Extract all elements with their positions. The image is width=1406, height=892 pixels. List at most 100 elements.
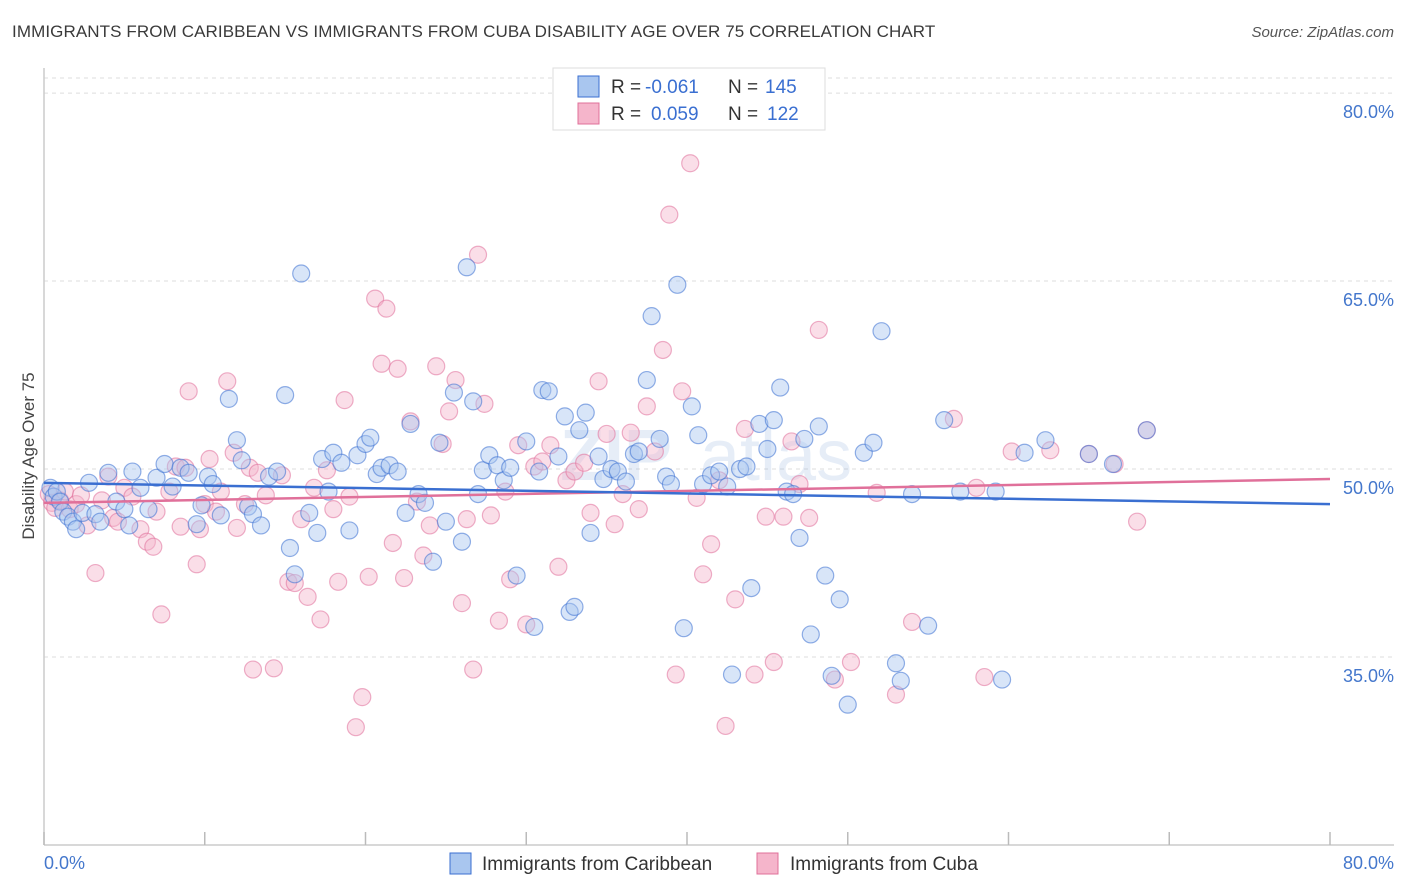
point-cuba-20	[152, 605, 171, 624]
point-caribbean-108	[742, 578, 761, 598]
point-cuba-120	[886, 685, 906, 704]
point-cuba-38	[248, 463, 267, 482]
point-cuba-129	[1127, 512, 1147, 531]
point-cuba-40	[264, 659, 283, 678]
point-caribbean-14	[115, 500, 134, 519]
point-cuba-32	[218, 372, 237, 391]
point-cuba-37	[243, 660, 263, 679]
point-caribbean-80	[560, 602, 579, 622]
legend-box: R = -0.061 N = 145 R = 0.059 N = 122	[552, 67, 826, 131]
point-caribbean-12	[99, 463, 118, 482]
point-caribbean-43	[312, 449, 332, 469]
point-cuba-34	[227, 518, 246, 538]
point-caribbean-23	[179, 463, 198, 482]
bottom-legend-swatch-caribbean	[449, 852, 472, 875]
point-caribbean-120	[822, 666, 841, 685]
point-cuba-51	[335, 391, 354, 410]
point-cuba-107	[726, 590, 745, 609]
point-cuba-9	[86, 563, 105, 583]
point-caribbean-56	[401, 414, 420, 434]
point-caribbean-90	[624, 444, 644, 464]
point-cuba-124	[975, 667, 994, 687]
point-caribbean-37	[276, 385, 295, 405]
point-caribbean-11	[91, 512, 110, 531]
point-caribbean-104	[718, 477, 737, 496]
point-caribbean-121	[830, 590, 849, 609]
trendline-caribbean	[43, 481, 1331, 506]
point-caribbean-38	[280, 538, 300, 558]
point-cuba-47	[311, 610, 330, 629]
point-cuba-118	[841, 652, 861, 672]
point-caribbean-29	[219, 389, 238, 408]
point-cuba-61	[394, 568, 414, 588]
point-cuba-68	[439, 402, 459, 421]
point-caribbean-65	[464, 392, 483, 411]
point-caribbean-135	[1036, 431, 1055, 450]
point-cuba-99	[666, 665, 685, 684]
point-cuba-50	[329, 572, 348, 591]
point-caribbean-36	[267, 462, 287, 481]
point-caribbean-111	[764, 411, 783, 430]
point-caribbean-117	[801, 625, 820, 644]
y-tick-label-50: 50.0%	[1343, 478, 1394, 498]
point-caribbean-50	[361, 428, 380, 447]
point-caribbean-62	[444, 383, 464, 402]
point-cuba-110	[756, 507, 775, 526]
legend-r-value-caribbean: -0.061	[645, 77, 699, 98]
point-cuba-91	[605, 515, 624, 534]
point-caribbean-16	[123, 462, 142, 481]
point-cuba-76	[489, 611, 509, 630]
point-cuba-54	[353, 688, 372, 707]
point-caribbean-58	[415, 493, 435, 512]
point-caribbean-24	[187, 515, 206, 534]
point-cuba-122	[944, 409, 963, 429]
point-cuba-26	[187, 555, 206, 574]
gridlines	[44, 77, 1394, 658]
point-cuba-100	[673, 382, 692, 401]
point-caribbean-17	[131, 478, 150, 497]
point-caribbean-30	[227, 431, 246, 450]
point-caribbean-78	[549, 447, 568, 466]
point-cuba-55	[359, 567, 378, 586]
y-axis-title: Disability Age Over 75	[19, 372, 38, 539]
point-caribbean-8	[73, 503, 92, 522]
point-caribbean-94	[650, 429, 669, 449]
point-caribbean-41	[300, 503, 319, 522]
x-tick-label-max: 80.0%	[1343, 853, 1394, 873]
point-caribbean-126	[886, 654, 906, 673]
point-caribbean-83	[576, 403, 595, 422]
point-caribbean-122	[838, 695, 857, 714]
point-cuba-39	[256, 486, 275, 505]
point-cuba-125	[1002, 442, 1021, 461]
point-caribbean-133	[992, 670, 1012, 689]
point-cuba-111	[764, 652, 783, 672]
point-cuba-93	[621, 423, 640, 442]
point-cuba-53	[346, 718, 365, 737]
y-tick-label-65: 65.0%	[1343, 290, 1394, 310]
point-caribbean-20	[155, 454, 174, 474]
point-caribbean-100	[689, 426, 708, 445]
point-caribbean-77	[539, 382, 558, 401]
point-cuba-71	[457, 510, 476, 529]
y-tick-label-35: 35.0%	[1343, 666, 1394, 686]
point-caribbean-82	[570, 421, 589, 440]
point-caribbean-129	[919, 616, 938, 635]
point-caribbean-55	[396, 503, 415, 522]
point-cuba-42	[279, 572, 298, 591]
point-cuba-112	[774, 507, 793, 526]
bottom-legend-swatch-cuba	[756, 852, 779, 875]
point-caribbean-92	[637, 370, 656, 390]
point-caribbean-131	[951, 482, 970, 501]
point-caribbean-109	[750, 414, 769, 434]
point-cuba-94	[629, 500, 648, 519]
point-caribbean-18	[139, 500, 158, 519]
point-caribbean-138	[1137, 421, 1156, 440]
point-caribbean-42	[308, 523, 327, 543]
point-cuba-57	[372, 354, 391, 373]
bottom-legend-label-caribbean: Immigrants from Caribbean	[482, 854, 712, 875]
point-caribbean-98	[674, 619, 693, 638]
point-cuba-95	[637, 397, 656, 416]
point-caribbean-15	[120, 516, 139, 535]
point-caribbean-112	[771, 378, 790, 397]
point-caribbean-59	[423, 552, 443, 571]
